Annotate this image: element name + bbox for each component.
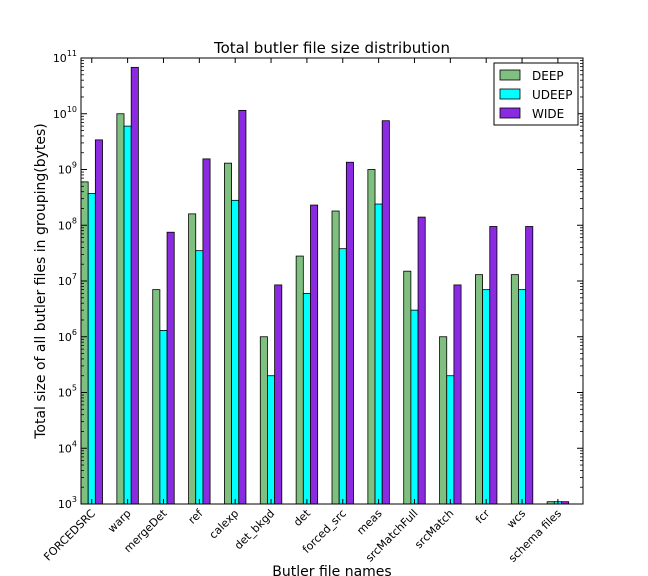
bar-udeep-mergedet: [159, 329, 168, 505]
bar-deep-srcmatchfull: [403, 270, 412, 505]
bar-wide-srcmatchfull: [417, 216, 426, 505]
legend-swatch-wide: [499, 107, 521, 119]
bar-udeep-ref: [195, 250, 204, 505]
bar-udeep-calexp: [231, 199, 240, 505]
bar-udeep-forced_src: [338, 248, 347, 505]
bar-deep-det: [295, 255, 304, 505]
bar-wide-forcedsrc: [94, 139, 103, 505]
bar-wide-fcr: [489, 226, 498, 505]
bar-deep-det_bkgd: [259, 336, 268, 505]
bar-wide-warp: [130, 66, 139, 505]
bar-wide-det_bkgd: [274, 284, 283, 505]
legend-swatch-deep: [499, 69, 521, 81]
legend: DEEP UDEEP WIDE: [493, 62, 579, 126]
bar-deep-srcmatch: [439, 336, 448, 505]
bar-wide-wcs: [525, 226, 534, 505]
bar-deep-calexp: [224, 162, 232, 505]
bar-wide-mergedet: [166, 231, 175, 505]
chart-title: Total butler file size distribution: [213, 39, 450, 57]
bar-deep-forcedsrc: [80, 181, 89, 505]
bar-udeep-forcedsrc: [87, 193, 96, 505]
legend-label-wide: WIDE: [532, 107, 564, 121]
bar-udeep-det: [302, 292, 311, 505]
bar-wide-forced_src: [345, 161, 354, 505]
bar-udeep-srcmatchfull: [410, 309, 419, 505]
bar-deep-wcs: [510, 274, 519, 505]
legend-label-udeep: UDEEP: [532, 88, 572, 102]
bar-deep-forced_src: [331, 210, 340, 505]
bar-wide-calexp: [238, 109, 247, 505]
bar-deep-warp: [116, 113, 125, 505]
bar-udeep-fcr: [482, 289, 491, 505]
x-axis-label: Butler file names: [272, 564, 391, 576]
bar-wide-meas: [381, 120, 390, 505]
bar-udeep-det_bkgd: [267, 375, 276, 505]
bar-udeep-warp: [123, 125, 132, 505]
bar-deep-mergedet: [152, 289, 161, 505]
bar-udeep-meas: [374, 203, 383, 505]
bar-wide-det: [310, 204, 319, 505]
bar-deep-ref: [188, 213, 197, 505]
bar-wide-srcmatch: [453, 284, 462, 505]
y-axis-label: Total size of all butler files in groupi…: [33, 123, 49, 440]
bar-wide-ref: [202, 158, 211, 505]
bar-deep-fcr: [475, 274, 483, 505]
legend-label-deep: DEEP: [532, 69, 564, 83]
legend-swatch-udeep: [499, 88, 521, 100]
bar-udeep-srcmatch: [446, 375, 455, 505]
bar-udeep-wcs: [518, 289, 527, 505]
bar-deep-meas: [367, 169, 376, 505]
